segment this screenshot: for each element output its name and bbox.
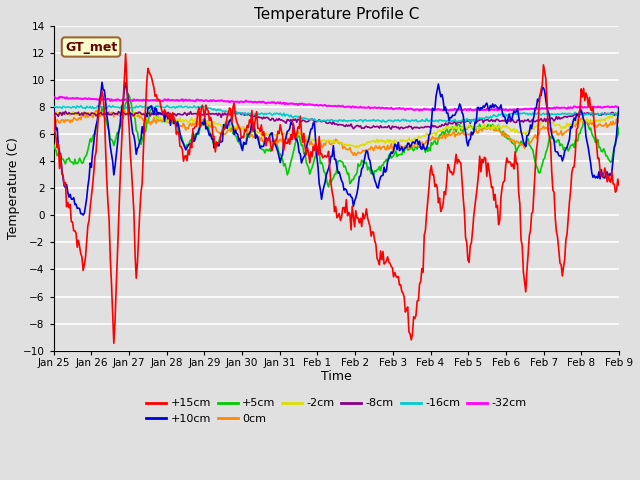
Title: Temperature Profile C: Temperature Profile C bbox=[253, 7, 419, 22]
Text: GT_met: GT_met bbox=[65, 40, 117, 53]
X-axis label: Time: Time bbox=[321, 371, 352, 384]
Legend: +15cm, +10cm, +5cm, 0cm, -2cm, -8cm, -16cm, -32cm: +15cm, +10cm, +5cm, 0cm, -2cm, -8cm, -16… bbox=[147, 398, 526, 424]
Y-axis label: Temperature (C): Temperature (C) bbox=[7, 137, 20, 239]
